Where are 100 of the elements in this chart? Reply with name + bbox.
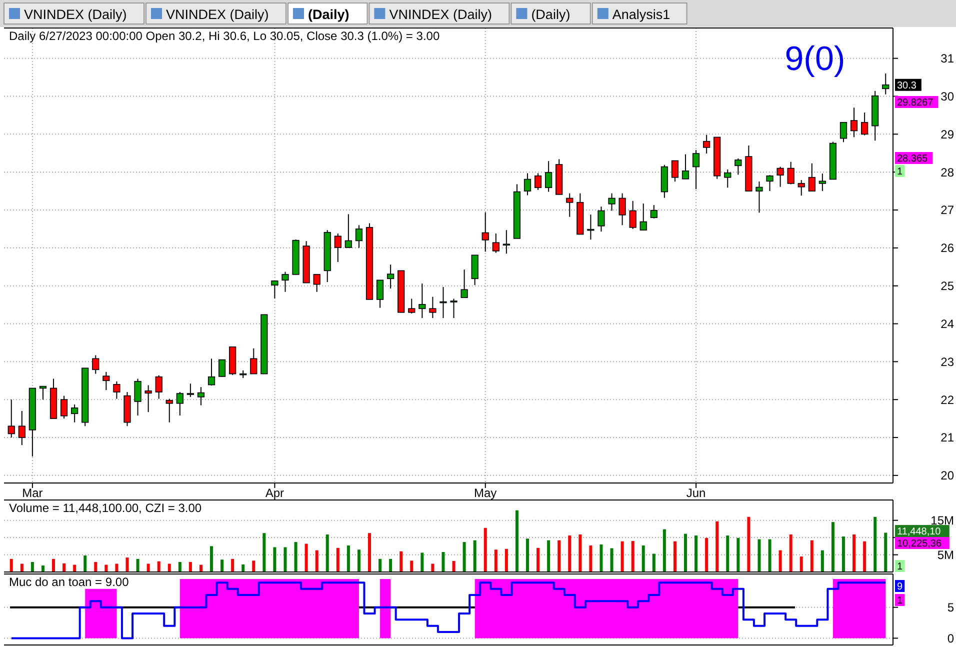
bar [400, 551, 403, 572]
y-tick-label: 21 [940, 430, 954, 445]
bar [273, 547, 276, 572]
candlestick [808, 162, 816, 192]
candlestick [787, 161, 794, 185]
bar [631, 540, 634, 572]
bar [73, 564, 76, 572]
candlestick [587, 214, 594, 240]
candlestick [355, 224, 363, 248]
candlestick [18, 410, 26, 446]
y-tick-label: 28 [940, 165, 954, 180]
bar [536, 548, 540, 572]
candlestick [418, 283, 426, 319]
candlestick [818, 173, 826, 192]
candlestick [618, 192, 626, 226]
bar [863, 541, 866, 572]
bar [199, 564, 202, 572]
bar [642, 545, 645, 572]
x-tick-label: Apr [265, 486, 284, 500]
y-tick-label: 15M [930, 514, 954, 528]
candlestick [460, 269, 468, 298]
bar [84, 555, 87, 572]
candlestick [482, 212, 489, 252]
candlestick [492, 233, 500, 254]
bar [515, 510, 518, 572]
bar [831, 522, 834, 572]
bar [168, 564, 171, 572]
candlestick [598, 206, 605, 232]
x-tick-label: May [474, 486, 497, 500]
bar [800, 556, 803, 572]
bar [452, 560, 456, 572]
y-tick-label: 5M [937, 548, 954, 562]
x-tick-label: Mar [22, 486, 43, 500]
bar [346, 545, 350, 572]
bar [220, 560, 224, 572]
candlestick [282, 271, 289, 292]
candlestick [250, 348, 258, 374]
candlestick [776, 166, 784, 188]
candlestick [144, 384, 152, 413]
bar [20, 564, 24, 572]
candlestick [71, 404, 78, 423]
candlestick [545, 160, 552, 192]
candlestick [608, 192, 616, 212]
candlestick [166, 398, 173, 423]
text: 10,225,36 [897, 538, 942, 550]
candlestick [703, 134, 710, 154]
bar [94, 562, 98, 572]
candlestick [798, 180, 805, 196]
text: 1 [897, 596, 903, 606]
bar [874, 516, 877, 572]
bar [104, 564, 108, 572]
candlestick [534, 172, 542, 190]
x-tick-label: Jun [686, 486, 706, 500]
bar [442, 552, 445, 572]
candlestick [176, 392, 184, 416]
candlestick [344, 214, 352, 248]
candlestick [756, 181, 763, 214]
text: Analysis1 [612, 7, 670, 22]
y-tick-label: 24 [940, 316, 954, 331]
bar [694, 535, 698, 572]
candlestick [850, 107, 858, 138]
candlestick [376, 280, 384, 308]
bar [484, 528, 487, 572]
bar [357, 550, 360, 572]
bar [705, 538, 708, 572]
bar [747, 516, 750, 572]
candlestick [671, 160, 679, 182]
text: (Daily) [308, 7, 350, 22]
text: 9 [897, 582, 903, 592]
bar [789, 534, 792, 572]
bar [262, 533, 266, 572]
bar [558, 540, 561, 572]
candlestick [429, 296, 436, 319]
candlestick [387, 264, 394, 289]
y-tick-label: 26 [940, 241, 954, 256]
candlestick [155, 374, 162, 400]
annotation: 30.3 [897, 80, 917, 92]
bar [852, 534, 856, 572]
bar [620, 541, 624, 572]
candlestick [271, 280, 278, 299]
candlestick [60, 395, 68, 420]
chart-title: Volume = 11,448,100.00, CZI = 3.00 [9, 501, 202, 515]
y-tick-label: 29 [940, 127, 954, 142]
bar [736, 538, 740, 572]
bar [252, 560, 256, 572]
candlestick [186, 383, 194, 398]
bar [378, 558, 382, 572]
bar [410, 560, 414, 572]
bar [820, 550, 824, 572]
bar [336, 548, 340, 572]
candlestick [471, 254, 478, 286]
y-tick-label: 27 [940, 203, 954, 218]
bar [716, 521, 719, 572]
bar [842, 536, 845, 572]
text: 1 [897, 166, 903, 178]
y-tick-label: 23 [940, 354, 954, 369]
candlestick [134, 378, 142, 416]
bar [30, 562, 34, 572]
bar [420, 552, 424, 572]
candlestick [861, 112, 868, 136]
